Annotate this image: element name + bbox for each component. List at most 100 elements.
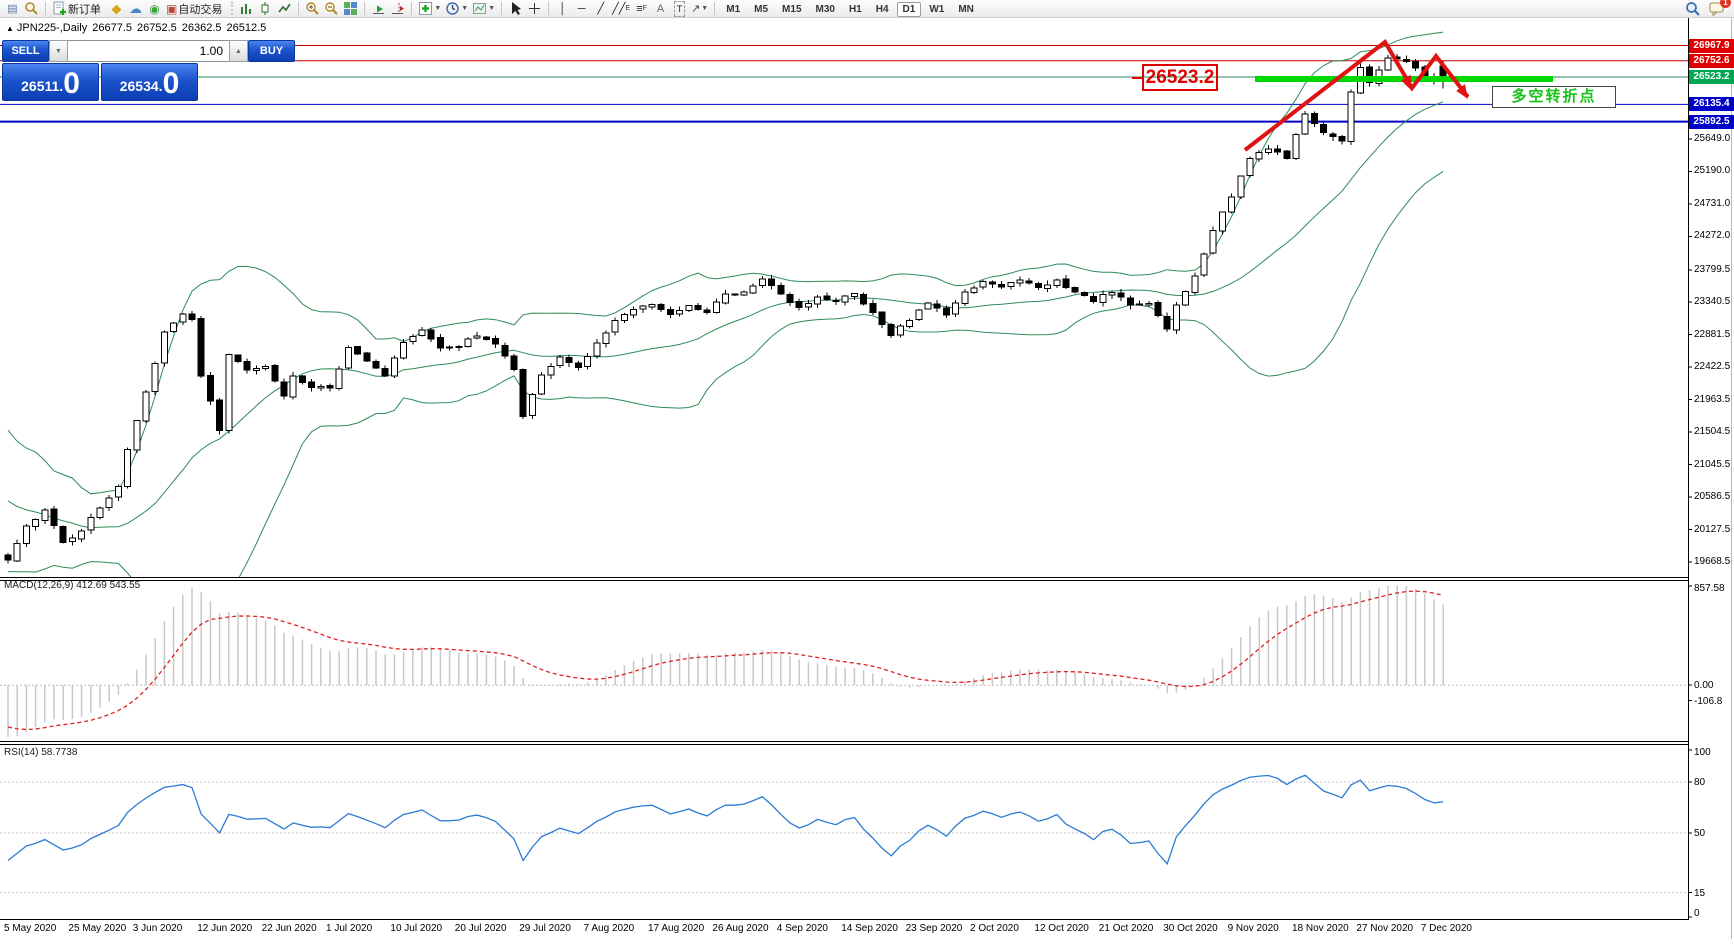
date-axis-label: 17 Aug 2020 [648, 923, 704, 934]
turning-point-label[interactable]: 多空转折点 [1492, 86, 1616, 108]
date-axis-label: 7 Aug 2020 [584, 923, 635, 934]
one-click-trading-panel: SELL ▼ ▲ BUY 26511.0 26534.0 [2, 40, 198, 102]
buy-button[interactable]: BUY [248, 40, 295, 62]
chevron-down-icon: ▼ [701, 5, 708, 12]
price-level-tag[interactable]: 26967.9 [1689, 39, 1734, 53]
crosshair-tool-icon[interactable] [525, 1, 544, 17]
ohlc-high: 26752.5 [137, 22, 177, 34]
date-axis-label: 9 Nov 2020 [1228, 923, 1279, 934]
notifications-icon[interactable]: 1 [1707, 1, 1727, 17]
label-tool-icon[interactable]: T [670, 1, 689, 17]
price-axis-label: 21963.5 [1694, 394, 1730, 405]
horizontal-line-tool-icon[interactable]: ─ [572, 1, 591, 17]
candlestick-chart-icon[interactable] [256, 1, 275, 17]
price-level-tag[interactable]: 26523.2 [1689, 70, 1734, 84]
date-axis-label: 20 Jul 2020 [455, 923, 507, 934]
panel-borders [0, 18, 1732, 939]
macd-axis-label: 0.00 [1694, 680, 1713, 691]
sell-price-panel[interactable]: 26511.0 [2, 63, 99, 101]
trend-zigzag-arrow[interactable] [1245, 42, 1468, 150]
level-callout-label[interactable]: 26523.2 [1142, 64, 1218, 91]
trendline-tool-icon[interactable]: ╱ [591, 1, 610, 17]
zoom-in-icon[interactable] [303, 1, 322, 17]
community-icon[interactable]: ☁ [126, 1, 145, 17]
price-axis-label: 23799.5 [1694, 264, 1730, 275]
price-level-tag[interactable]: 26752.6 [1689, 54, 1734, 68]
auto-trading-button[interactable]: ▣ 自动交易 [164, 1, 228, 17]
volume-increase-button[interactable]: ▲ [229, 40, 248, 62]
timeframe-w1[interactable]: W1 [923, 2, 950, 17]
price-level-tag[interactable]: 25892.5 [1689, 115, 1734, 129]
price-axis-label: 21504.5 [1694, 426, 1730, 437]
price-axis-label: 22881.5 [1694, 329, 1730, 340]
toolbar-separator [501, 2, 502, 15]
date-axis-label: 10 Jul 2020 [390, 923, 442, 934]
cursor-tool-icon[interactable] [506, 1, 525, 17]
date-axis-label: 14 Sep 2020 [841, 923, 898, 934]
date-axis-label: 3 Jun 2020 [133, 923, 183, 934]
indicators-button[interactable]: ▼ [416, 1, 443, 17]
chart-shift-icon[interactable] [388, 1, 407, 17]
macd-histogram [8, 585, 1443, 737]
editor-icon[interactable]: ◆ [107, 1, 126, 17]
rsi-axis-label: 15 [1694, 888, 1705, 899]
timeframe-h1[interactable]: H1 [843, 2, 868, 17]
text-tool-icon[interactable]: A [651, 1, 670, 17]
ohlc-close: 26512.5 [227, 22, 267, 34]
rsi-line [8, 775, 1443, 864]
bar-chart-icon[interactable] [237, 1, 256, 17]
collapse-arrow-icon[interactable]: ▲ [6, 24, 14, 33]
new-order-button[interactable]: 新订单 [50, 1, 107, 17]
timeframe-m1[interactable]: M1 [720, 2, 746, 17]
toolbar-separator [364, 2, 365, 15]
buy-price: 26534. [120, 74, 163, 98]
chevron-down-icon: ▼ [488, 5, 495, 12]
templates-button[interactable]: ▼ [470, 1, 497, 17]
notification-badge: 1 [1720, 0, 1731, 8]
buy-price-big-digit: 0 [163, 70, 180, 98]
rsi-axis-label: 100 [1694, 747, 1711, 758]
auto-scroll-icon[interactable] [369, 1, 388, 17]
zoom-out-icon[interactable] [322, 1, 341, 17]
periods-button[interactable]: ▼ [443, 1, 470, 17]
ohlc-open: 26677.5 [92, 22, 132, 34]
price-axis-label: 25190.0 [1694, 165, 1730, 176]
timeframe-h4[interactable]: H4 [870, 2, 895, 17]
timeframe-d1[interactable]: D1 [897, 2, 922, 17]
buy-price-panel[interactable]: 26534.0 [101, 63, 198, 101]
channel-tool-icon[interactable]: ╱╱E [610, 1, 632, 17]
timeframe-mn[interactable]: MN [952, 2, 980, 17]
sell-button[interactable]: SELL [2, 40, 49, 62]
arrows-tool-icon[interactable]: ↗▼ [689, 1, 710, 17]
timeframe-m5[interactable]: M5 [748, 2, 774, 17]
vertical-line-tool-icon[interactable]: │ [553, 1, 572, 17]
date-axis-label: 12 Oct 2020 [1034, 923, 1088, 934]
date-axis-label: 4 Sep 2020 [777, 923, 828, 934]
chevron-down-icon: ▼ [434, 5, 441, 12]
price-axis-label: 24272.0 [1694, 230, 1730, 241]
volume-decrease-button[interactable]: ▼ [49, 40, 68, 62]
sell-price-big-digit: 0 [63, 70, 80, 98]
new-order-icon [52, 1, 67, 16]
search-icon[interactable] [1683, 1, 1703, 17]
date-axis-label: 12 Jun 2020 [197, 923, 252, 934]
line-chart-icon[interactable] [275, 1, 294, 17]
toolbar-separator [714, 2, 715, 15]
volume-input[interactable] [68, 40, 229, 62]
timeframe-m15[interactable]: M15 [776, 2, 807, 17]
ohlc-low: 26362.5 [182, 22, 222, 34]
fibonacci-tool-icon[interactable]: ≡F [632, 1, 651, 17]
chart-search-icon[interactable] [22, 1, 41, 17]
tile-windows-icon[interactable] [341, 1, 360, 17]
timeframe-m30[interactable]: M30 [810, 2, 841, 17]
date-axis-label: 27 Nov 2020 [1356, 923, 1413, 934]
price-level-tag[interactable]: 26135.4 [1689, 97, 1734, 111]
signals-icon[interactable]: ◉ [145, 1, 164, 17]
price-axis-label: 22422.5 [1694, 361, 1730, 372]
date-axis-label: 23 Sep 2020 [906, 923, 963, 934]
charts-list-icon[interactable]: ▤ [3, 1, 22, 17]
date-axis-label: 22 Jun 2020 [262, 923, 317, 934]
